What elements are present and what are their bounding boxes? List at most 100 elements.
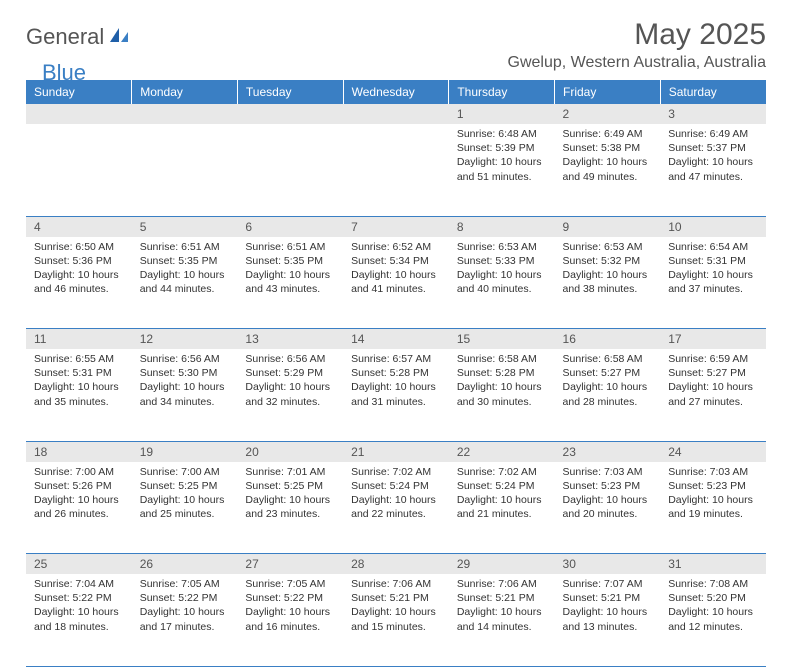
day-number-row: 11121314151617: [26, 329, 766, 350]
day-content: Sunrise: 7:05 AMSunset: 5:22 PMDaylight:…: [132, 574, 238, 640]
day-cell: Sunrise: 6:48 AMSunset: 5:39 PMDaylight:…: [449, 124, 555, 216]
day-content-row: Sunrise: 6:55 AMSunset: 5:31 PMDaylight:…: [26, 349, 766, 441]
day-content: Sunrise: 6:49 AMSunset: 5:38 PMDaylight:…: [555, 124, 661, 190]
day-number: 12: [132, 329, 238, 350]
day-number: 2: [555, 104, 661, 124]
day-number-row: 18192021222324: [26, 441, 766, 462]
day-cell: Sunrise: 6:53 AMSunset: 5:32 PMDaylight:…: [555, 237, 661, 329]
day-content: Sunrise: 6:52 AMSunset: 5:34 PMDaylight:…: [343, 237, 449, 303]
day-cell: Sunrise: 6:56 AMSunset: 5:30 PMDaylight:…: [132, 349, 238, 441]
day-number: 14: [343, 329, 449, 350]
day-content: Sunrise: 7:03 AMSunset: 5:23 PMDaylight:…: [660, 462, 766, 528]
day-number: 8: [449, 216, 555, 237]
day-number: [343, 104, 449, 124]
weekday-header: Saturday: [660, 80, 766, 104]
day-cell: Sunrise: 7:08 AMSunset: 5:20 PMDaylight:…: [660, 574, 766, 666]
day-number: 20: [237, 441, 343, 462]
day-content: Sunrise: 7:05 AMSunset: 5:22 PMDaylight:…: [237, 574, 343, 640]
day-content: Sunrise: 6:50 AMSunset: 5:36 PMDaylight:…: [26, 237, 132, 303]
day-number-row: 123: [26, 104, 766, 124]
day-number: 19: [132, 441, 238, 462]
day-content: Sunrise: 7:02 AMSunset: 5:24 PMDaylight:…: [449, 462, 555, 528]
day-number: 10: [660, 216, 766, 237]
logo: General: [26, 24, 132, 50]
day-content: Sunrise: 6:58 AMSunset: 5:28 PMDaylight:…: [449, 349, 555, 415]
day-content: Sunrise: 6:55 AMSunset: 5:31 PMDaylight:…: [26, 349, 132, 415]
day-cell: Sunrise: 7:06 AMSunset: 5:21 PMDaylight:…: [449, 574, 555, 666]
day-content: Sunrise: 6:57 AMSunset: 5:28 PMDaylight:…: [343, 349, 449, 415]
day-number: 16: [555, 329, 661, 350]
day-content: Sunrise: 6:53 AMSunset: 5:32 PMDaylight:…: [555, 237, 661, 303]
day-content: Sunrise: 6:51 AMSunset: 5:35 PMDaylight:…: [237, 237, 343, 303]
day-number: 3: [660, 104, 766, 124]
day-number: 31: [660, 554, 766, 575]
day-number: 17: [660, 329, 766, 350]
weekday-header: Wednesday: [343, 80, 449, 104]
day-cell: Sunrise: 6:57 AMSunset: 5:28 PMDaylight:…: [343, 349, 449, 441]
day-cell: Sunrise: 7:03 AMSunset: 5:23 PMDaylight:…: [660, 462, 766, 554]
day-cell: Sunrise: 7:02 AMSunset: 5:24 PMDaylight:…: [449, 462, 555, 554]
day-cell: Sunrise: 7:07 AMSunset: 5:21 PMDaylight:…: [555, 574, 661, 666]
day-content: Sunrise: 6:51 AMSunset: 5:35 PMDaylight:…: [132, 237, 238, 303]
weekday-header: Tuesday: [237, 80, 343, 104]
day-cell: Sunrise: 6:56 AMSunset: 5:29 PMDaylight:…: [237, 349, 343, 441]
day-content-row: Sunrise: 7:04 AMSunset: 5:22 PMDaylight:…: [26, 574, 766, 666]
day-number: 13: [237, 329, 343, 350]
weekday-header: Friday: [555, 80, 661, 104]
day-content: Sunrise: 7:08 AMSunset: 5:20 PMDaylight:…: [660, 574, 766, 640]
weekday-header-row: Sunday Monday Tuesday Wednesday Thursday…: [26, 80, 766, 104]
day-cell: Sunrise: 6:49 AMSunset: 5:38 PMDaylight:…: [555, 124, 661, 216]
day-number: 1: [449, 104, 555, 124]
day-content: Sunrise: 7:06 AMSunset: 5:21 PMDaylight:…: [343, 574, 449, 640]
day-cell: Sunrise: 6:54 AMSunset: 5:31 PMDaylight:…: [660, 237, 766, 329]
day-number: 25: [26, 554, 132, 575]
day-cell: Sunrise: 6:58 AMSunset: 5:27 PMDaylight:…: [555, 349, 661, 441]
day-number: 6: [237, 216, 343, 237]
day-content: Sunrise: 6:54 AMSunset: 5:31 PMDaylight:…: [660, 237, 766, 303]
day-number: 11: [26, 329, 132, 350]
day-number-row: 25262728293031: [26, 554, 766, 575]
day-content: Sunrise: 7:06 AMSunset: 5:21 PMDaylight:…: [449, 574, 555, 640]
logo-text-general: General: [26, 24, 104, 50]
title-block: May 2025 Gwelup, Western Australia, Aust…: [508, 18, 767, 72]
day-number: 26: [132, 554, 238, 575]
day-number-row: 45678910: [26, 216, 766, 237]
day-cell: Sunrise: 6:49 AMSunset: 5:37 PMDaylight:…: [660, 124, 766, 216]
day-cell: [26, 124, 132, 216]
day-number: 28: [343, 554, 449, 575]
day-cell: Sunrise: 7:02 AMSunset: 5:24 PMDaylight:…: [343, 462, 449, 554]
day-cell: Sunrise: 7:06 AMSunset: 5:21 PMDaylight:…: [343, 574, 449, 666]
day-content: Sunrise: 7:01 AMSunset: 5:25 PMDaylight:…: [237, 462, 343, 528]
day-cell: Sunrise: 7:04 AMSunset: 5:22 PMDaylight:…: [26, 574, 132, 666]
weekday-header: Thursday: [449, 80, 555, 104]
day-cell: Sunrise: 6:50 AMSunset: 5:36 PMDaylight:…: [26, 237, 132, 329]
day-cell: Sunrise: 6:51 AMSunset: 5:35 PMDaylight:…: [237, 237, 343, 329]
header: General May 2025 Gwelup, Western Austral…: [26, 18, 766, 72]
day-number: 23: [555, 441, 661, 462]
day-cell: Sunrise: 6:55 AMSunset: 5:31 PMDaylight:…: [26, 349, 132, 441]
day-cell: [237, 124, 343, 216]
day-number: [237, 104, 343, 124]
day-cell: Sunrise: 7:01 AMSunset: 5:25 PMDaylight:…: [237, 462, 343, 554]
day-content: Sunrise: 7:04 AMSunset: 5:22 PMDaylight:…: [26, 574, 132, 640]
day-content-row: Sunrise: 6:50 AMSunset: 5:36 PMDaylight:…: [26, 237, 766, 329]
day-cell: Sunrise: 6:51 AMSunset: 5:35 PMDaylight:…: [132, 237, 238, 329]
day-number: 4: [26, 216, 132, 237]
logo-sail-icon: [108, 26, 130, 49]
day-cell: [132, 124, 238, 216]
day-cell: Sunrise: 7:05 AMSunset: 5:22 PMDaylight:…: [132, 574, 238, 666]
day-number: 18: [26, 441, 132, 462]
day-content: Sunrise: 7:02 AMSunset: 5:24 PMDaylight:…: [343, 462, 449, 528]
day-number: 7: [343, 216, 449, 237]
day-cell: Sunrise: 7:00 AMSunset: 5:26 PMDaylight:…: [26, 462, 132, 554]
day-content: Sunrise: 6:53 AMSunset: 5:33 PMDaylight:…: [449, 237, 555, 303]
day-number: [132, 104, 238, 124]
day-cell: Sunrise: 6:52 AMSunset: 5:34 PMDaylight:…: [343, 237, 449, 329]
day-cell: Sunrise: 6:59 AMSunset: 5:27 PMDaylight:…: [660, 349, 766, 441]
day-number: 29: [449, 554, 555, 575]
month-title: May 2025: [508, 18, 767, 52]
day-content: Sunrise: 6:48 AMSunset: 5:39 PMDaylight:…: [449, 124, 555, 190]
day-number: 9: [555, 216, 661, 237]
day-content: Sunrise: 7:00 AMSunset: 5:26 PMDaylight:…: [26, 462, 132, 528]
day-content: Sunrise: 7:07 AMSunset: 5:21 PMDaylight:…: [555, 574, 661, 640]
